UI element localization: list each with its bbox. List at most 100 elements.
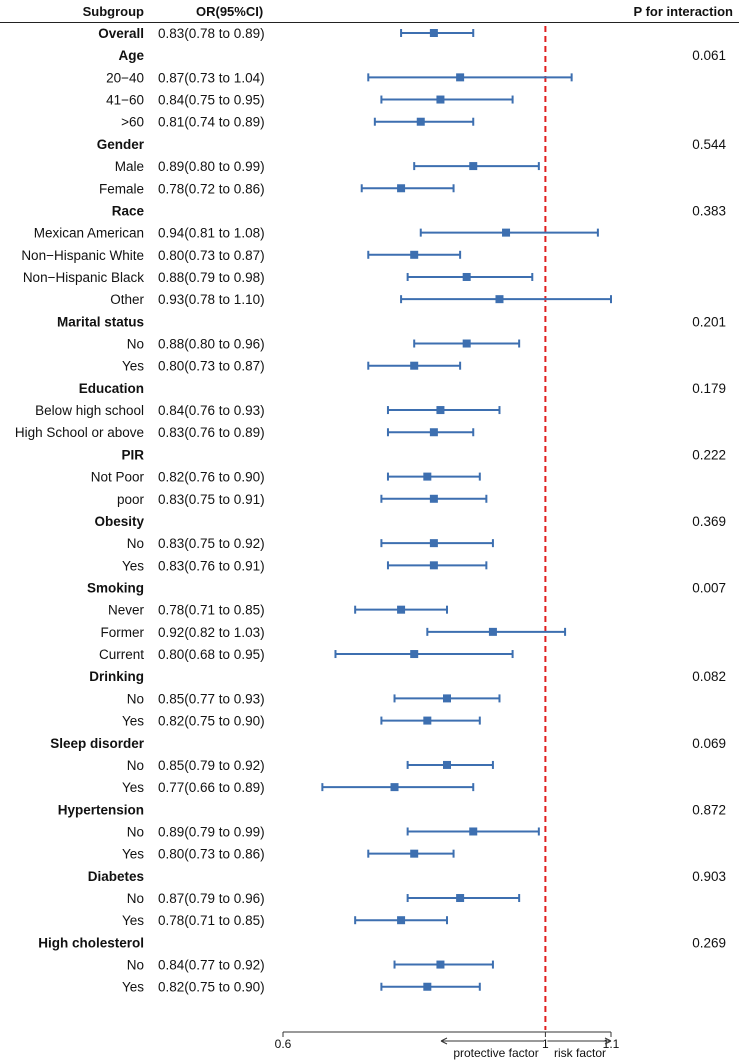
subgroup-label: No bbox=[127, 337, 144, 352]
point-estimate bbox=[456, 73, 465, 82]
subgroup-row: Yes 0.80(0.73 to 0.86) bbox=[122, 847, 265, 862]
subgroup-label: Yes bbox=[122, 980, 144, 995]
subgroup-row: Yes 0.78(0.71 to 0.85) bbox=[122, 913, 265, 928]
group-label: High cholesterol bbox=[38, 935, 144, 950]
group-label: Drinking bbox=[89, 669, 144, 684]
group-label: Education bbox=[79, 381, 144, 396]
p-interaction-value: 0.201 bbox=[692, 314, 726, 329]
point-estimate bbox=[429, 539, 438, 548]
tick-label: 0.6 bbox=[275, 1037, 292, 1051]
or-ci-text: 0.84(0.77 to 0.92) bbox=[158, 958, 265, 973]
subgroup-label: Below high school bbox=[35, 403, 144, 418]
factor-annotation: protective factor risk factor bbox=[440, 1037, 612, 1060]
group-label: PIR bbox=[121, 447, 144, 462]
subgroup-row: Non−Hispanic Black 0.88(0.79 to 0.98) bbox=[23, 270, 265, 285]
p-interaction-value: 0.383 bbox=[692, 203, 726, 218]
group-label: Diabetes bbox=[88, 869, 144, 884]
subgroup-row: No 0.83(0.75 to 0.92) bbox=[127, 536, 265, 551]
p-interaction-value: 0.061 bbox=[692, 48, 726, 63]
subgroup-row: 41−60 0.84(0.75 to 0.95) bbox=[106, 93, 265, 108]
subgroup-label: Yes bbox=[122, 359, 144, 374]
subgroup-row: No 0.85(0.77 to 0.93) bbox=[127, 691, 265, 706]
group-label: Obesity bbox=[94, 514, 144, 529]
point-estimate bbox=[410, 650, 419, 659]
or-ci-text: 0.87(0.79 to 0.96) bbox=[158, 891, 265, 906]
marks-layer bbox=[321, 26, 612, 1030]
subgroup-row: High School or above 0.83(0.76 to 0.89) bbox=[15, 425, 265, 440]
group-row: Age 0.061 bbox=[118, 48, 726, 63]
subgroup-row: Non−Hispanic White 0.80(0.73 to 0.87) bbox=[21, 248, 264, 263]
group-label: Marital status bbox=[57, 314, 144, 329]
point-estimate bbox=[429, 428, 438, 437]
group-row: High cholesterol 0.269 bbox=[38, 935, 726, 950]
point-estimate bbox=[502, 228, 511, 237]
or-ci-text: 0.88(0.79 to 0.98) bbox=[158, 270, 265, 285]
group-row: Drinking 0.082 bbox=[89, 669, 726, 684]
subgroup-header: Subgroup bbox=[83, 4, 144, 19]
rows-layer: Overall 0.83(0.78 to 0.89) Age 0.061 20−40 0.… bbox=[15, 26, 727, 995]
or-ci-text: 0.92(0.82 to 1.03) bbox=[158, 625, 265, 640]
subgroup-label: 20−40 bbox=[106, 70, 144, 85]
point-estimate bbox=[462, 339, 471, 348]
point-estimate bbox=[488, 627, 497, 636]
or-ci-text: 0.84(0.75 to 0.95) bbox=[158, 93, 265, 108]
group-row: Smoking 0.007 bbox=[87, 581, 726, 596]
or-ci-text: 0.84(0.76 to 0.93) bbox=[158, 403, 265, 418]
or-ci-text: 0.89(0.79 to 0.99) bbox=[158, 824, 265, 839]
point-estimate bbox=[423, 982, 432, 991]
or-ci-text: 0.81(0.74 to 0.89) bbox=[158, 115, 265, 130]
subgroup-row: Former 0.92(0.82 to 1.03) bbox=[101, 625, 265, 640]
or-ci-text: 0.77(0.66 to 0.89) bbox=[158, 780, 265, 795]
subgroup-row: No 0.88(0.80 to 0.96) bbox=[127, 337, 265, 352]
point-estimate bbox=[423, 716, 432, 725]
point-estimate bbox=[436, 960, 445, 969]
group-row: Hypertension 0.872 bbox=[58, 802, 726, 817]
subgroup-row: >60 0.81(0.74 to 0.89) bbox=[121, 115, 264, 130]
subgroup-label: Former bbox=[101, 625, 145, 640]
group-label: Age bbox=[118, 48, 144, 63]
tick-label: 1 bbox=[542, 1037, 549, 1051]
subgroup-label: Yes bbox=[122, 847, 144, 862]
subgroup-label: Non−Hispanic White bbox=[21, 248, 144, 263]
group-label: Sleep disorder bbox=[50, 736, 145, 751]
subgroup-label: No bbox=[127, 891, 144, 906]
subgroup-label: Other bbox=[110, 292, 144, 307]
point-estimate bbox=[397, 916, 406, 925]
or-ci-text: 0.80(0.73 to 0.87) bbox=[158, 248, 265, 263]
point-estimate bbox=[429, 494, 438, 503]
point-estimate bbox=[469, 827, 478, 836]
group-row: Gender 0.544 bbox=[97, 137, 727, 152]
subgroup-row: Never 0.78(0.71 to 0.85) bbox=[108, 603, 265, 618]
point-estimate bbox=[443, 760, 451, 769]
point-estimate bbox=[410, 361, 419, 370]
point-estimate bbox=[397, 605, 406, 614]
or-ci-text: 0.83(0.76 to 0.89) bbox=[158, 425, 265, 440]
subgroup-label: Male bbox=[115, 159, 144, 174]
subgroup-label: Yes bbox=[122, 913, 144, 928]
subgroup-label: Yes bbox=[122, 714, 144, 729]
group-row: Obesity 0.369 bbox=[94, 514, 726, 529]
subgroup-label: Current bbox=[99, 647, 144, 662]
subgroup-row: Yes 0.82(0.75 to 0.90) bbox=[122, 714, 265, 729]
group-row: Diabetes 0.903 bbox=[88, 869, 726, 884]
subgroup-label: Mexican American bbox=[34, 226, 144, 241]
subgroup-row: Yes 0.77(0.66 to 0.89) bbox=[122, 780, 265, 795]
subgroup-row: Current 0.80(0.68 to 0.95) bbox=[99, 647, 265, 662]
subgroup-label: poor bbox=[117, 492, 145, 507]
subgroup-row: No 0.84(0.77 to 0.92) bbox=[127, 958, 265, 973]
subgroup-row: Overall 0.83(0.78 to 0.89) bbox=[98, 26, 264, 41]
or-ci-text: 0.83(0.76 to 0.91) bbox=[158, 558, 265, 573]
or-ci-text: 0.82(0.76 to 0.90) bbox=[158, 470, 265, 485]
subgroup-row: No 0.85(0.79 to 0.92) bbox=[127, 758, 265, 773]
subgroup-row: Not Poor 0.82(0.76 to 0.90) bbox=[91, 470, 265, 485]
or-ci-text: 0.80(0.68 to 0.95) bbox=[158, 647, 265, 662]
or-ci-text: 0.78(0.71 to 0.85) bbox=[158, 603, 265, 618]
group-row: Marital status 0.201 bbox=[57, 314, 726, 329]
subgroup-label: No bbox=[127, 536, 144, 551]
subgroup-row: 20−40 0.87(0.73 to 1.04) bbox=[106, 70, 265, 85]
point-estimate bbox=[443, 694, 451, 703]
subgroup-label: No bbox=[127, 824, 144, 839]
group-label: Race bbox=[112, 203, 145, 218]
subgroup-row: No 0.87(0.79 to 0.96) bbox=[127, 891, 265, 906]
